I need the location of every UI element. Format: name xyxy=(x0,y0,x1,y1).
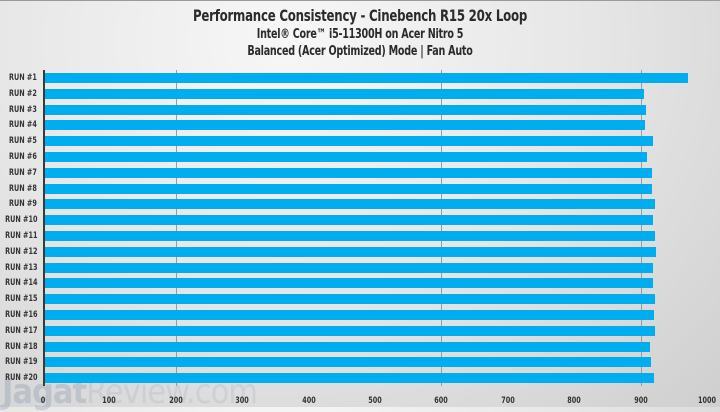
y-category-label: RUN #14 xyxy=(4,278,37,289)
bar xyxy=(43,88,644,99)
y-category-label: RUN #5 xyxy=(9,136,37,147)
y-category-label: RUN #18 xyxy=(4,341,37,352)
bar xyxy=(43,278,653,289)
bar xyxy=(43,246,656,257)
y-category-label: RUN #2 xyxy=(9,88,37,99)
x-tick-label: 600 xyxy=(434,396,449,406)
y-category-label: RUN #7 xyxy=(9,167,37,178)
x-tick-label: 100 xyxy=(102,396,117,406)
y-category-label: RUN #4 xyxy=(9,120,37,131)
bar xyxy=(43,120,646,131)
y-axis-line xyxy=(43,70,45,386)
gridline xyxy=(441,70,443,386)
y-category-label: RUN #12 xyxy=(4,246,37,257)
y-category-label: RUN #15 xyxy=(4,294,37,305)
bar-value-label: 972 xyxy=(8,73,23,83)
x-tick-label: 700 xyxy=(501,396,515,406)
y-category-label: RUN #13 xyxy=(4,262,37,273)
bar xyxy=(43,183,652,194)
x-tick-label: 400 xyxy=(301,396,316,406)
y-category-label: RUN #3 xyxy=(9,104,37,115)
bar xyxy=(43,294,655,305)
bar xyxy=(43,136,654,147)
x-tick-label: 1000 xyxy=(697,396,717,406)
top-border xyxy=(0,0,720,1)
x-tick-label: 0 xyxy=(40,396,46,406)
bar xyxy=(43,73,689,83)
y-category-label: RUN #11 xyxy=(4,231,37,241)
chart-subtitle: Intel® Core™ i5-11300H on Acer Nitro 5 xyxy=(256,27,464,42)
x-tick-label: 900 xyxy=(633,396,648,406)
bar xyxy=(43,310,654,320)
bar xyxy=(43,373,654,384)
y-category-label: RUN #19 xyxy=(4,357,37,368)
bar xyxy=(43,262,653,273)
bar xyxy=(43,215,653,226)
chart-title: Performance Consistency - Cinebench R15 … xyxy=(192,6,528,25)
bar xyxy=(43,341,650,352)
gridline xyxy=(640,70,642,386)
bar xyxy=(43,104,646,115)
bar xyxy=(43,152,648,162)
y-category-label: RUN #10 xyxy=(4,215,37,226)
y-category-label: RUN #20 xyxy=(4,373,37,384)
bar xyxy=(43,325,656,336)
y-category-label: RUN #9 xyxy=(9,199,37,210)
x-tick-label: 800 xyxy=(567,396,581,406)
bar xyxy=(43,167,652,178)
bar xyxy=(43,199,655,210)
bar xyxy=(43,231,655,241)
x-tick-label: 200 xyxy=(169,396,183,406)
x-tick-label: 300 xyxy=(235,396,249,406)
y-category-label: RUN #17 xyxy=(4,325,37,336)
gridline xyxy=(175,70,177,386)
chart-titles: Performance Consistency - Cinebench R15 … xyxy=(0,6,720,60)
x-tick-label: 500 xyxy=(368,396,382,406)
y-category-label: RUN #1 xyxy=(9,73,37,83)
y-category-label: RUN #16 xyxy=(4,310,37,320)
y-category-label: RUN #6 xyxy=(9,152,37,162)
bar xyxy=(43,357,652,368)
y-category-label: RUN #8 xyxy=(9,183,37,194)
plot-area: 9729059089079199109179179219189219239189… xyxy=(9,70,707,386)
chart-subtitle-mode: Balanced (Acer Optimized) Mode | Fan Aut… xyxy=(247,44,473,59)
